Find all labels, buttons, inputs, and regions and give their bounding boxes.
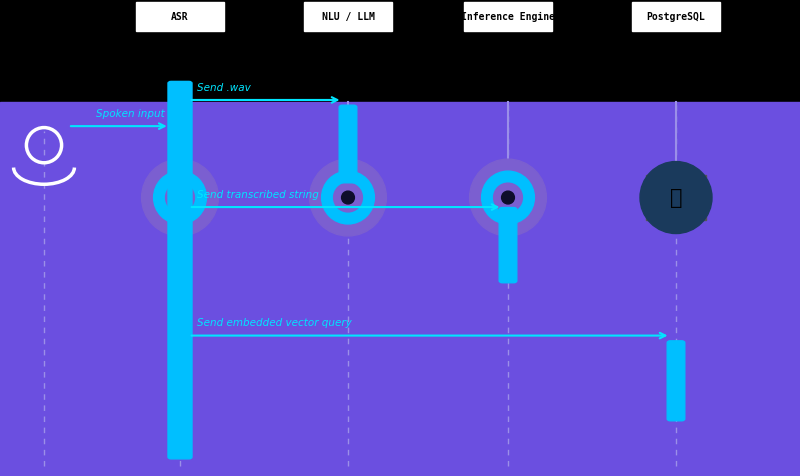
Text: Send transcribed string: Send transcribed string bbox=[197, 190, 318, 200]
FancyBboxPatch shape bbox=[499, 208, 517, 283]
Bar bbox=[136, 2, 224, 31]
FancyBboxPatch shape bbox=[667, 341, 685, 421]
Ellipse shape bbox=[174, 191, 186, 204]
Text: 🐘: 🐘 bbox=[670, 188, 682, 208]
Text: NLU / LLM: NLU / LLM bbox=[322, 11, 374, 22]
Bar bbox=[304, 2, 392, 31]
Ellipse shape bbox=[154, 171, 206, 224]
Ellipse shape bbox=[166, 183, 194, 212]
Ellipse shape bbox=[494, 183, 522, 212]
Text: Spoken input: Spoken input bbox=[96, 109, 165, 119]
Bar bbox=[0, 102, 800, 476]
Ellipse shape bbox=[310, 159, 386, 236]
Bar bbox=[632, 2, 720, 31]
Bar bbox=[318, 175, 378, 220]
Bar bbox=[478, 175, 538, 220]
Ellipse shape bbox=[342, 191, 354, 204]
Text: Send embedded vector query: Send embedded vector query bbox=[197, 318, 351, 328]
Bar bbox=[646, 175, 706, 220]
Ellipse shape bbox=[640, 161, 712, 234]
Bar bbox=[0, 0, 800, 102]
Ellipse shape bbox=[470, 159, 546, 236]
Text: ASR: ASR bbox=[171, 11, 189, 22]
Ellipse shape bbox=[322, 171, 374, 224]
Text: PostgreSQL: PostgreSQL bbox=[646, 11, 706, 22]
FancyBboxPatch shape bbox=[168, 81, 192, 459]
Bar bbox=[464, 2, 552, 31]
Ellipse shape bbox=[482, 171, 534, 224]
Text: Inference Engine: Inference Engine bbox=[461, 11, 555, 22]
Text: Send .wav: Send .wav bbox=[197, 83, 250, 93]
Ellipse shape bbox=[334, 183, 362, 212]
Bar bbox=[150, 175, 210, 220]
Ellipse shape bbox=[502, 191, 514, 204]
Ellipse shape bbox=[142, 159, 218, 236]
FancyBboxPatch shape bbox=[339, 105, 357, 183]
